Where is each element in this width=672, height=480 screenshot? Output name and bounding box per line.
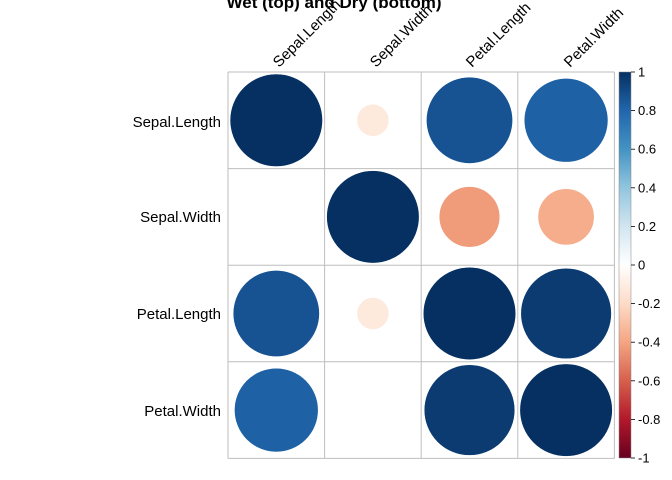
colorbar-tick-label: 0 xyxy=(638,258,645,273)
corr-circle-sepal-length-vs-sepal-length xyxy=(229,73,323,167)
colorbar-tick-label: 0.4 xyxy=(638,180,656,195)
colorbar-tick-label: -0.2 xyxy=(638,296,660,311)
corr-circle-petal-width-vs-sepal-length xyxy=(234,367,319,453)
colorbar-tick-label: 0.6 xyxy=(638,142,656,157)
colorbar-tick-label: 0.8 xyxy=(638,103,656,118)
corr-circle-petal-length-vs-sepal-length xyxy=(232,270,320,357)
corr-circle-sepal-width-vs-petal-length xyxy=(438,186,501,248)
corr-circle-sepal-width-vs-sepal-width xyxy=(326,170,420,264)
colorbar-tick-label: 0.2 xyxy=(638,219,656,234)
colorbar-tick-label: -1 xyxy=(638,451,650,466)
row-label-petal-width: Petal.Width xyxy=(144,403,221,420)
row-label-sepal-length: Sepal.Length xyxy=(133,114,221,131)
colorbar xyxy=(618,71,632,459)
colorbar-tick-label: -0.6 xyxy=(638,373,660,388)
correlation-circles xyxy=(229,73,613,457)
col-label-petal-width: Petal.Width xyxy=(561,5,627,71)
colorbar-tick-label: 1 xyxy=(638,65,645,80)
col-label-sepal-width: Sepal.Width xyxy=(367,2,436,71)
corr-circle-petal-width-vs-petal-length xyxy=(423,364,516,456)
corr-circle-sepal-length-vs-petal-width xyxy=(523,78,609,163)
colorbar-tick-label: -0.8 xyxy=(638,412,660,427)
matrix-grid xyxy=(227,71,615,459)
colorbar-tick-label: -0.4 xyxy=(638,335,660,350)
chart-title: Wet (top) and Dry (bottom) xyxy=(227,0,442,12)
corr-circle-petal-length-vs-sepal-width xyxy=(356,297,390,330)
corr-circle-sepal-width-vs-petal-width xyxy=(537,188,595,246)
corr-circle-petal-length-vs-petal-length xyxy=(422,266,517,361)
corr-circle-petal-width-vs-petal-width xyxy=(519,363,613,457)
row-label-sepal-width: Sepal.Width xyxy=(140,209,221,226)
col-label-petal-length: Petal.Length xyxy=(463,0,535,71)
corr-circle-petal-length-vs-petal-width xyxy=(520,267,612,360)
corr-circle-sepal-length-vs-petal-length xyxy=(426,76,513,164)
colorbar-ticks: 1 0.8 0.6 0.4 0.2 0 -0.2 -0.4 -0.6 -0.8 -1 xyxy=(631,65,660,466)
row-label-petal-length: Petal.Length xyxy=(137,306,221,323)
corr-circle-sepal-length-vs-sepal-width xyxy=(356,103,390,137)
